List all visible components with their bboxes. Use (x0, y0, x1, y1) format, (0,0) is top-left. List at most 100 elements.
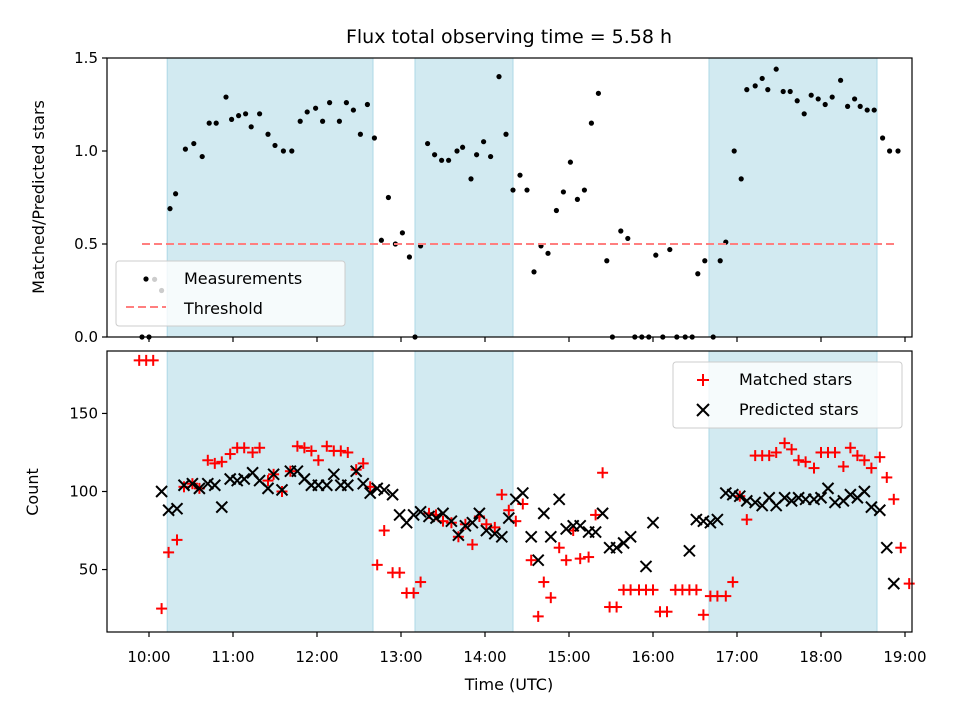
predicted-stars-point (858, 485, 871, 498)
predicted-stars-point (327, 468, 341, 481)
matched-stars-point (779, 437, 791, 449)
measurement-point (265, 131, 271, 137)
matched-stars-point (262, 475, 274, 487)
matched-stars-point (415, 576, 427, 588)
measurement-point (787, 88, 793, 95)
measurement-point (223, 94, 229, 100)
matched-stars-point (865, 462, 877, 474)
matched-stars-point (342, 446, 354, 458)
measurement-point (604, 258, 610, 264)
matched-stars-point (156, 603, 168, 615)
x-tick-label: 14:00 (463, 648, 506, 666)
measurement-point (702, 258, 708, 264)
measurement-point (357, 131, 363, 137)
matched-stars-point (321, 440, 333, 452)
matched-stars-point (496, 489, 508, 501)
x-tick-label: 11:00 (211, 648, 254, 666)
predicted-stars-point (573, 519, 587, 533)
predicted-stars-point (215, 500, 229, 514)
measurement-point (173, 191, 179, 197)
measurement-point (773, 66, 779, 72)
measurement-point (524, 187, 530, 193)
matched-stars-point (874, 451, 886, 463)
predicted-stars-point (683, 544, 696, 558)
measurement-point (738, 176, 744, 182)
predicted-stars-point (704, 516, 717, 529)
measurement-point (336, 118, 342, 124)
shaded-interval (414, 350, 514, 633)
predicted-stars-point (778, 491, 791, 504)
measurement-point (567, 159, 574, 165)
predicted-stars-point (193, 482, 206, 495)
measurement-point (213, 120, 219, 126)
measurement-point (191, 140, 197, 147)
measurement-point (765, 87, 771, 93)
measurement-point (815, 96, 821, 102)
matched-stars-point (741, 514, 753, 526)
matched-stars-point (858, 454, 870, 466)
predicted-stars-point (275, 483, 289, 497)
matched-stars-point (503, 504, 515, 516)
measurement-point (481, 139, 487, 145)
predicted-stars-point (844, 488, 857, 501)
matched-stars-point (770, 446, 782, 458)
predicted-stars-point (414, 505, 427, 519)
measurement-point (852, 96, 858, 102)
measurement-point (801, 111, 807, 117)
measurement-point (280, 148, 286, 154)
matched-stars-point (171, 534, 183, 546)
predicted-stars-point (320, 479, 334, 492)
matched-stars-point (525, 554, 537, 566)
predicted-stars-point (596, 507, 609, 520)
top-y-tick-label: 0.5 (74, 235, 98, 253)
x-tick-label: 18:00 (799, 648, 842, 666)
predicted-stars-point (356, 477, 370, 490)
measurement-point (581, 187, 588, 193)
matched-stars-point (466, 539, 478, 551)
measurement-point (182, 146, 188, 152)
predicted-stars-point (785, 494, 798, 508)
legend-measurements-label: Measurements (184, 269, 302, 288)
measurement-point (468, 176, 474, 182)
top-y-tick-label: 1.5 (74, 49, 98, 67)
measurement-point (618, 228, 624, 234)
measurement-point (780, 88, 786, 95)
matched-stars-point (727, 576, 739, 588)
matched-stars-point (800, 456, 812, 468)
matched-stars-point (881, 471, 893, 483)
predicted-stars-point (748, 496, 762, 509)
matched-stars-point (829, 446, 841, 458)
predicted-stars-point (386, 488, 399, 501)
measurement-point (236, 113, 242, 119)
predicted-stars-point (407, 508, 420, 522)
predicted-stars-point (873, 504, 887, 517)
matched-stars-point (808, 462, 820, 474)
measurement-point (752, 83, 758, 89)
top-y-tick-label: 1.0 (74, 142, 98, 160)
predicted-stars-point (445, 514, 458, 528)
predicted-stars-point (488, 527, 502, 540)
legend-matched-label: Matched stars (739, 370, 852, 389)
matched-stars-point (697, 609, 709, 621)
measurement-point (454, 148, 460, 154)
bottom-legend: Matched stars Predicted stars (672, 361, 903, 429)
matched-stars-point (350, 464, 362, 476)
measurement-point (864, 107, 870, 113)
predicted-stars-point (452, 529, 465, 542)
measurement-point (595, 90, 602, 96)
measurement-point (880, 135, 886, 141)
matched-stars-point (793, 454, 805, 466)
matched-stars-point (408, 587, 420, 599)
predicted-stars-point (880, 541, 894, 554)
matched-stars-point (597, 467, 609, 479)
matched-stars-point (209, 457, 221, 469)
predicted-stars-point (814, 491, 828, 504)
predicted-stars-point (610, 541, 623, 554)
matched-stars-point (335, 445, 347, 457)
matched-stars-point (895, 542, 907, 554)
matched-stars-point (216, 456, 228, 468)
predicted-stars-point (208, 479, 222, 492)
measurement-point (838, 77, 844, 83)
predicted-stars-point (495, 530, 509, 543)
predicted-stars-point (646, 516, 660, 529)
